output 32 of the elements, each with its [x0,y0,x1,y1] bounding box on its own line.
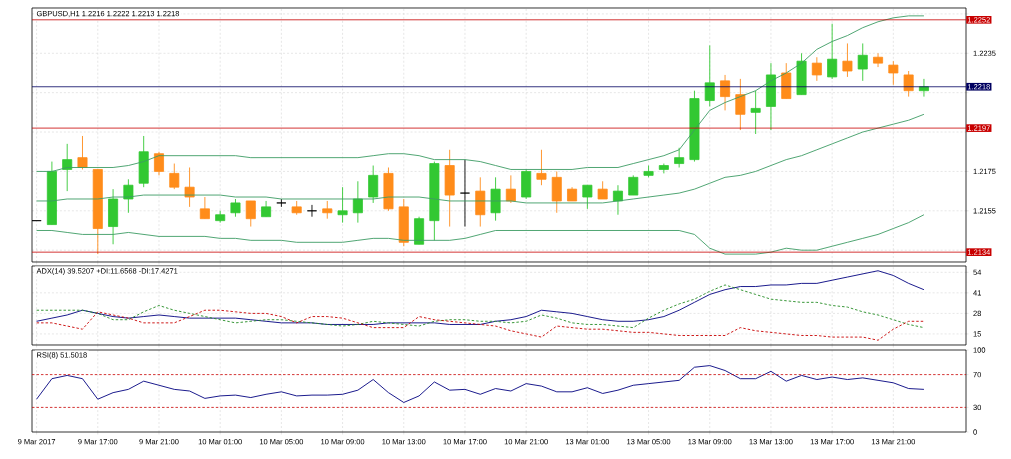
candlestick [245,200,256,227]
candlestick [888,60,899,86]
line-series [36,365,925,403]
candlestick [169,163,180,190]
candlestick [123,178,134,214]
candlestick [337,186,348,224]
candlestick [735,78,746,131]
candlestick [582,184,593,210]
candlestick [704,44,715,107]
candlestick [827,23,838,80]
candlestick [505,174,516,204]
candlestick [77,135,88,170]
candlestick [306,204,317,218]
candlestick [903,70,914,98]
candlestick [368,165,379,204]
candlestick [62,143,73,192]
candlestick [352,180,363,224]
candlestick [490,176,501,222]
candlestick [475,176,486,227]
candlestick [612,184,623,216]
candlestick [551,170,562,214]
candlestick [459,159,470,227]
candlestick [536,149,547,186]
candlestick [628,174,639,196]
candlestick [153,151,164,176]
candlestick [873,52,884,68]
candlestick [811,56,822,82]
candlestick [750,90,761,135]
candlestick [857,42,868,82]
candlestick [720,74,731,111]
candlestick [199,196,210,220]
candlestick [842,42,853,78]
